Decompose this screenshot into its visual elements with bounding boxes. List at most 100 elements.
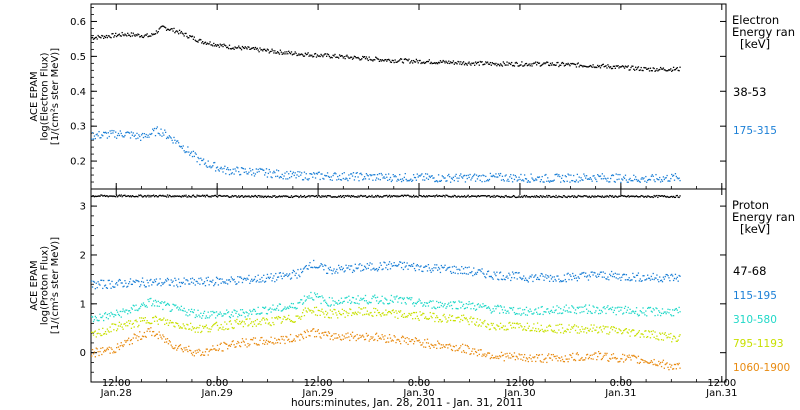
electron-data-point [263,48,265,51]
proton-data-point [451,315,454,317]
proton-data-point [208,284,210,286]
proton-data-point [195,280,197,282]
electron-data-point [203,42,206,44]
proton-data-point [553,276,555,278]
proton-data-point [110,330,112,333]
proton-data-point [653,336,655,338]
electron-data-point [569,65,571,67]
electron-data-point [554,173,556,176]
proton-data-point [115,282,118,284]
electron-data-point [626,66,628,68]
proton-data-point [399,311,401,313]
electron-data-point [134,35,136,37]
proton-data-point [551,311,554,313]
electron-data-point [493,175,495,177]
proton-data-point [254,194,257,197]
proton-data-point [286,336,288,338]
electron-data-point [351,58,354,60]
electron-data-point [263,169,265,172]
proton-data-point [610,195,612,197]
electron-data-point [122,34,124,36]
proton-data-point [408,195,410,197]
electron-data-point [364,58,367,60]
electron-data-point [324,174,326,177]
electron-data-point [397,60,399,63]
proton-data-point [202,327,205,329]
proton-data-point [164,323,166,326]
proton-data-point [673,363,676,366]
proton-data-point [103,194,106,197]
proton-data-point [482,303,484,305]
electron-data-point [403,58,406,61]
electron-data-point [423,175,425,178]
proton-data-point [375,300,378,302]
proton-data-point [210,328,212,330]
electron-data-point [511,61,513,64]
electron-data-point [300,174,302,176]
electron-data-point [182,33,184,35]
proton-data-point [126,309,128,311]
electron-data-point [305,173,307,175]
electron-data-point [642,178,644,180]
proton-data-point [206,317,208,319]
proton-data-point [590,358,592,360]
electron-data-point [569,181,571,183]
proton-data-point [413,311,416,314]
proton-data-point [422,195,424,198]
proton-data-point [518,313,520,315]
proton-data-point [443,304,445,306]
electron-data-point [603,66,605,68]
proton-data-point [634,276,636,279]
proton-data-point [120,316,122,318]
proton-data-point [468,323,470,326]
electron-data-point [544,174,546,176]
proton-data-point [177,323,179,325]
proton-data-point [495,355,497,357]
proton-data-point [500,306,503,308]
proton-data-point [475,273,478,275]
proton-data-point [273,323,275,326]
proton-data-point [551,359,554,361]
proton-data-point [421,344,423,346]
proton-data-point [178,327,181,329]
proton-data-point [289,306,292,308]
proton-data-point [600,358,603,361]
proton-data-point [473,353,475,355]
proton-data-point [269,341,271,343]
proton-data-point [160,285,162,287]
proton-data-point [449,345,452,347]
proton-y-tick-label: 0 [80,348,86,359]
proton-data-point [658,281,660,283]
electron-data-point [617,173,619,176]
proton-data-point [612,273,615,275]
proton-data-point [548,311,550,313]
proton-data-point [196,349,198,351]
electron-data-point [199,38,201,41]
electron-data-point [445,60,447,62]
proton-data-point [596,196,598,198]
electron-data-point [462,175,465,177]
electron-data-point [486,61,489,63]
proton-data-point [480,349,482,351]
proton-data-point [589,276,591,278]
electron-data-point [634,178,636,181]
electron-data-point [394,59,396,61]
electron-data-point [178,145,181,147]
electron-data-point [284,172,286,174]
proton-data-point [403,261,406,264]
electron-data-point [521,61,523,63]
proton-data-point [206,194,208,196]
proton-data-point [471,321,473,323]
electron-data-point [522,179,524,181]
proton-data-point [477,303,480,305]
proton-data-point [548,194,550,197]
proton-data-point [601,195,603,197]
electron-data-point [602,63,604,65]
proton-data-point [567,272,569,274]
proton-data-point [419,266,421,268]
electron-data-point [222,45,224,48]
proton-data-point [131,283,134,286]
electron-data-point [516,62,518,64]
proton-data-point [111,323,113,325]
proton-data-point [509,321,511,324]
